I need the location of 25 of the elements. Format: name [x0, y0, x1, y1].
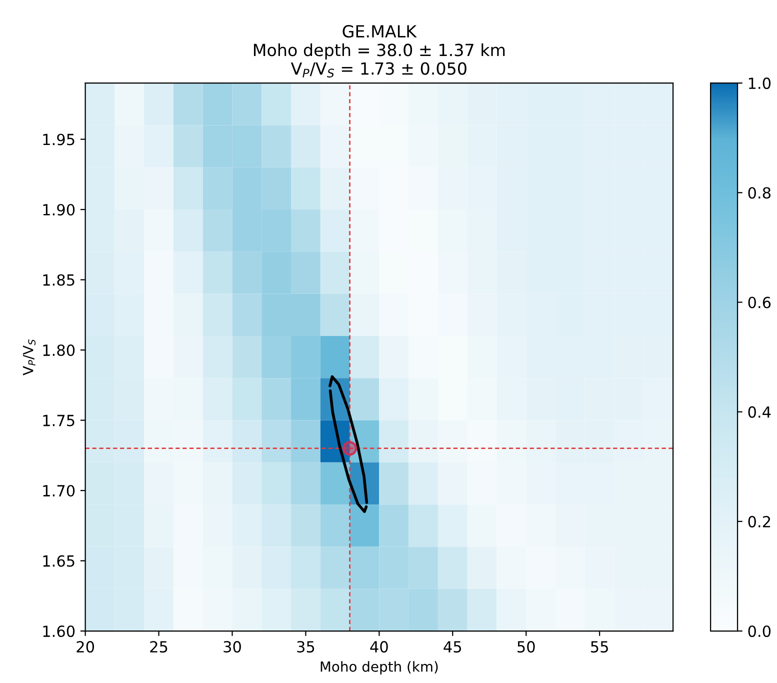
color-bar-label: 0.8 — [748, 187, 770, 199]
y-tick-label: 1.60 — [43, 625, 75, 638]
color-bar-label: 0.4 — [748, 406, 771, 418]
y-axis-title: V$_{P}$/V$_{S}$ — [22, 339, 36, 376]
color-bar-label: 0.6 — [748, 296, 771, 308]
x-tick-label: 45 — [444, 641, 462, 653]
x-tick-label: 50 — [518, 641, 535, 653]
x-tick-label: 35 — [297, 641, 314, 653]
x-axis-title: Moho depth (km) — [320, 661, 438, 675]
y-tick-label: 1.75 — [43, 414, 74, 426]
x-tick-label: 40 — [370, 641, 388, 653]
y-tick-label: 1.80 — [43, 344, 75, 356]
color-bar-label: 0.0 — [748, 625, 771, 638]
x-tick-label: 25 — [150, 641, 168, 653]
x-tick-label: 30 — [224, 641, 241, 653]
x-tick-label: 20 — [76, 641, 94, 653]
y-tick-label: 1.70 — [43, 484, 75, 497]
y-tick-label: 1.85 — [43, 274, 74, 286]
chart-title: GE.MALK Moho depth = 38.0 ± 1.37 km V$_{P}$/V$_{S}$ = 1.73 ± 0.050 — [254, 25, 505, 78]
y-tick-label: 1.90 — [43, 204, 75, 216]
color-bar-label: 0.2 — [748, 516, 770, 528]
color-bar-label: 1.0 — [748, 78, 771, 90]
y-tick-label: 1.95 — [43, 134, 74, 146]
y-tick-label: 1.65 — [43, 555, 74, 567]
x-tick-label: 55 — [591, 641, 608, 653]
